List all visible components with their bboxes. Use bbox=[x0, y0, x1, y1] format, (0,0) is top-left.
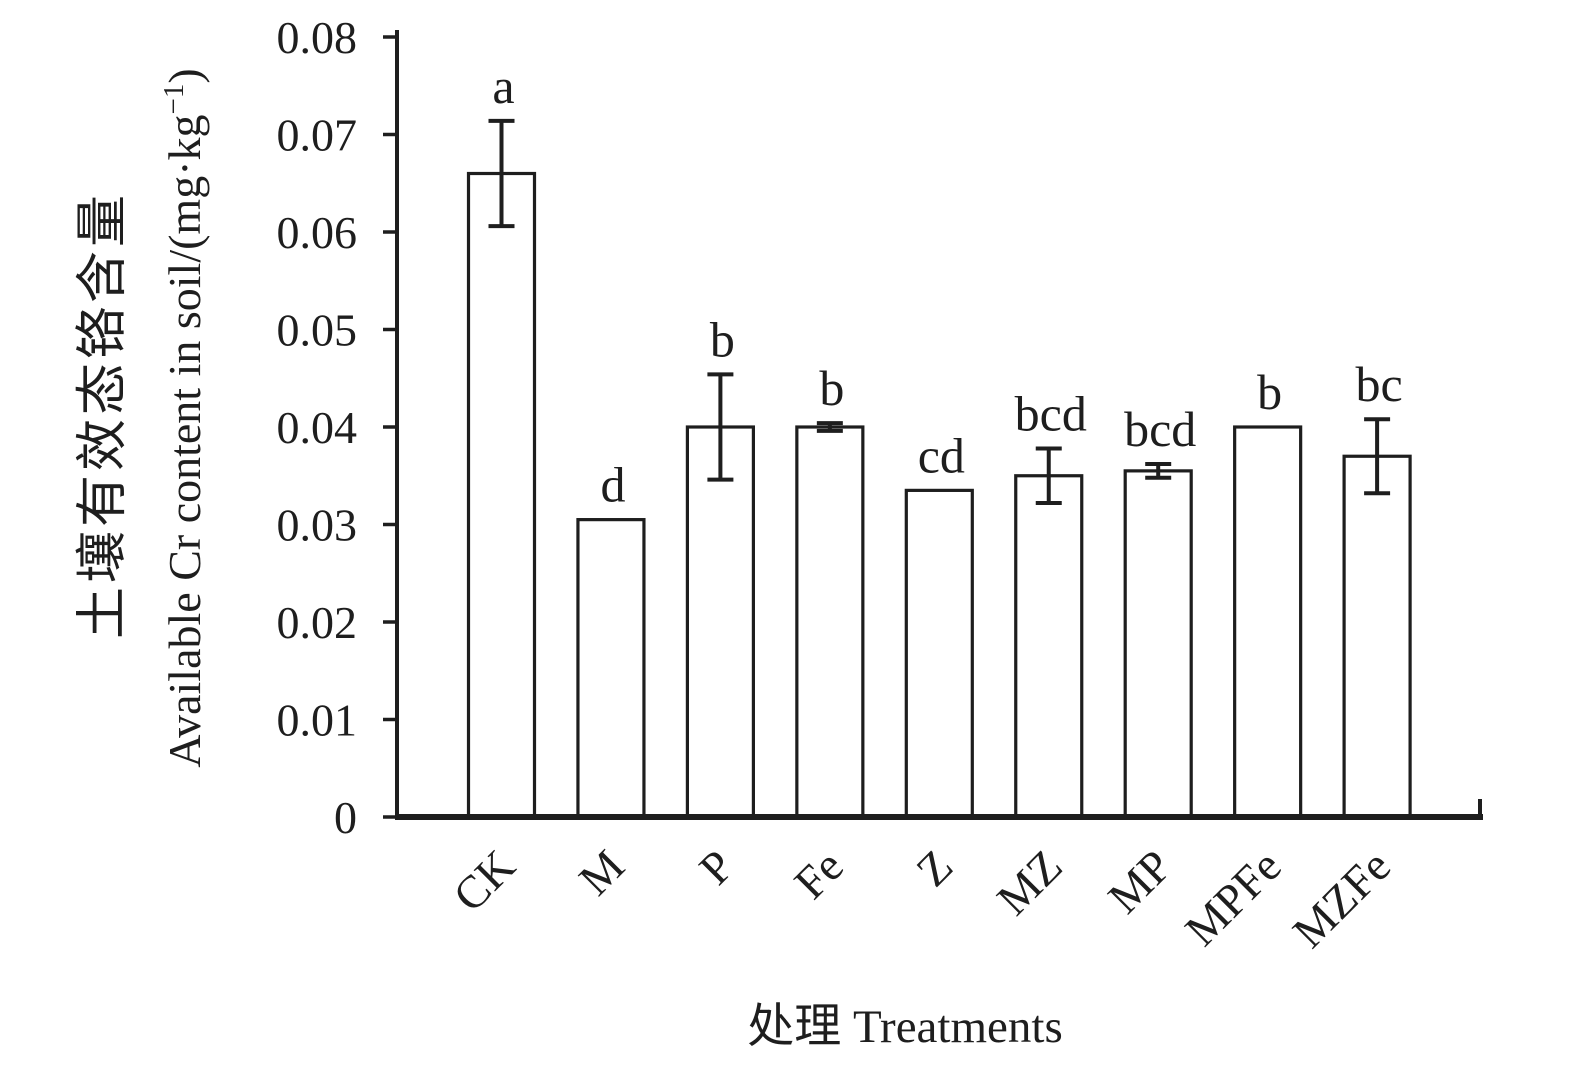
bar-CK bbox=[466, 171, 537, 819]
x-tick-label-MPFe: MPFe bbox=[1175, 840, 1291, 956]
x-tick-label-M: M bbox=[569, 840, 634, 905]
x-tick-label-Z: Z bbox=[906, 840, 962, 896]
bar-Z bbox=[904, 488, 974, 819]
y-tick-label-0.04: 0.04 bbox=[277, 402, 358, 453]
y-tick-label-0: 0 bbox=[334, 792, 357, 843]
x-axis-title: 处理 Treatments bbox=[747, 1001, 1063, 1053]
y-axis-title-zh: 土壤有效态铬含量 bbox=[75, 191, 132, 639]
x-tick-label-MZ: MZ bbox=[987, 840, 1072, 925]
sig-letter-CK: a bbox=[492, 58, 514, 114]
sig-letter-M: d bbox=[600, 457, 625, 513]
y-tick-label-0.02: 0.02 bbox=[277, 597, 358, 648]
x-tick-label-MZFe: MZFe bbox=[1283, 840, 1400, 957]
sig-letter-MZ: bcd bbox=[1015, 385, 1087, 441]
x-tick-label-Fe: Fe bbox=[784, 840, 853, 909]
sig-letter-MPFe: b bbox=[1257, 364, 1282, 420]
sig-letter-Z: cd bbox=[918, 427, 965, 483]
y-axis-title-en-main: Available Cr content in soil/(mg·kg bbox=[159, 114, 210, 767]
sig-letter-Fe: b bbox=[819, 360, 844, 416]
x-tick-label-P: P bbox=[689, 840, 743, 894]
y-axis-title-en-superscript: −1 bbox=[158, 84, 190, 115]
y-tick-label-0.01: 0.01 bbox=[277, 695, 358, 746]
y-tick-label-0.05: 0.05 bbox=[277, 305, 358, 356]
y-tick-label-0.06: 0.06 bbox=[277, 207, 358, 258]
bar-M bbox=[576, 518, 646, 819]
y-axis-title-en: Available Cr content in soil/(mg·kg−1) bbox=[158, 68, 210, 767]
y-tick-label-0.08: 0.08 bbox=[277, 12, 358, 63]
bar-MZ bbox=[1014, 474, 1084, 819]
y-tick-label-0.03: 0.03 bbox=[277, 500, 358, 551]
bar-MP bbox=[1123, 469, 1193, 819]
bar-MPFe bbox=[1233, 425, 1303, 819]
x-tick-label-MP: MP bbox=[1098, 840, 1181, 923]
bar-MZFe bbox=[1342, 454, 1412, 819]
y-tick-label-0.07: 0.07 bbox=[277, 110, 358, 161]
sig-letter-MZFe: bc bbox=[1355, 356, 1402, 412]
sig-letter-P: b bbox=[710, 311, 735, 367]
bar-Fe bbox=[795, 425, 865, 819]
x-tick-label-CK: CK bbox=[443, 840, 524, 921]
sig-letter-MP: bcd bbox=[1124, 401, 1196, 457]
bar-P bbox=[685, 425, 756, 819]
y-axis-title-en-close: ) bbox=[159, 68, 210, 83]
